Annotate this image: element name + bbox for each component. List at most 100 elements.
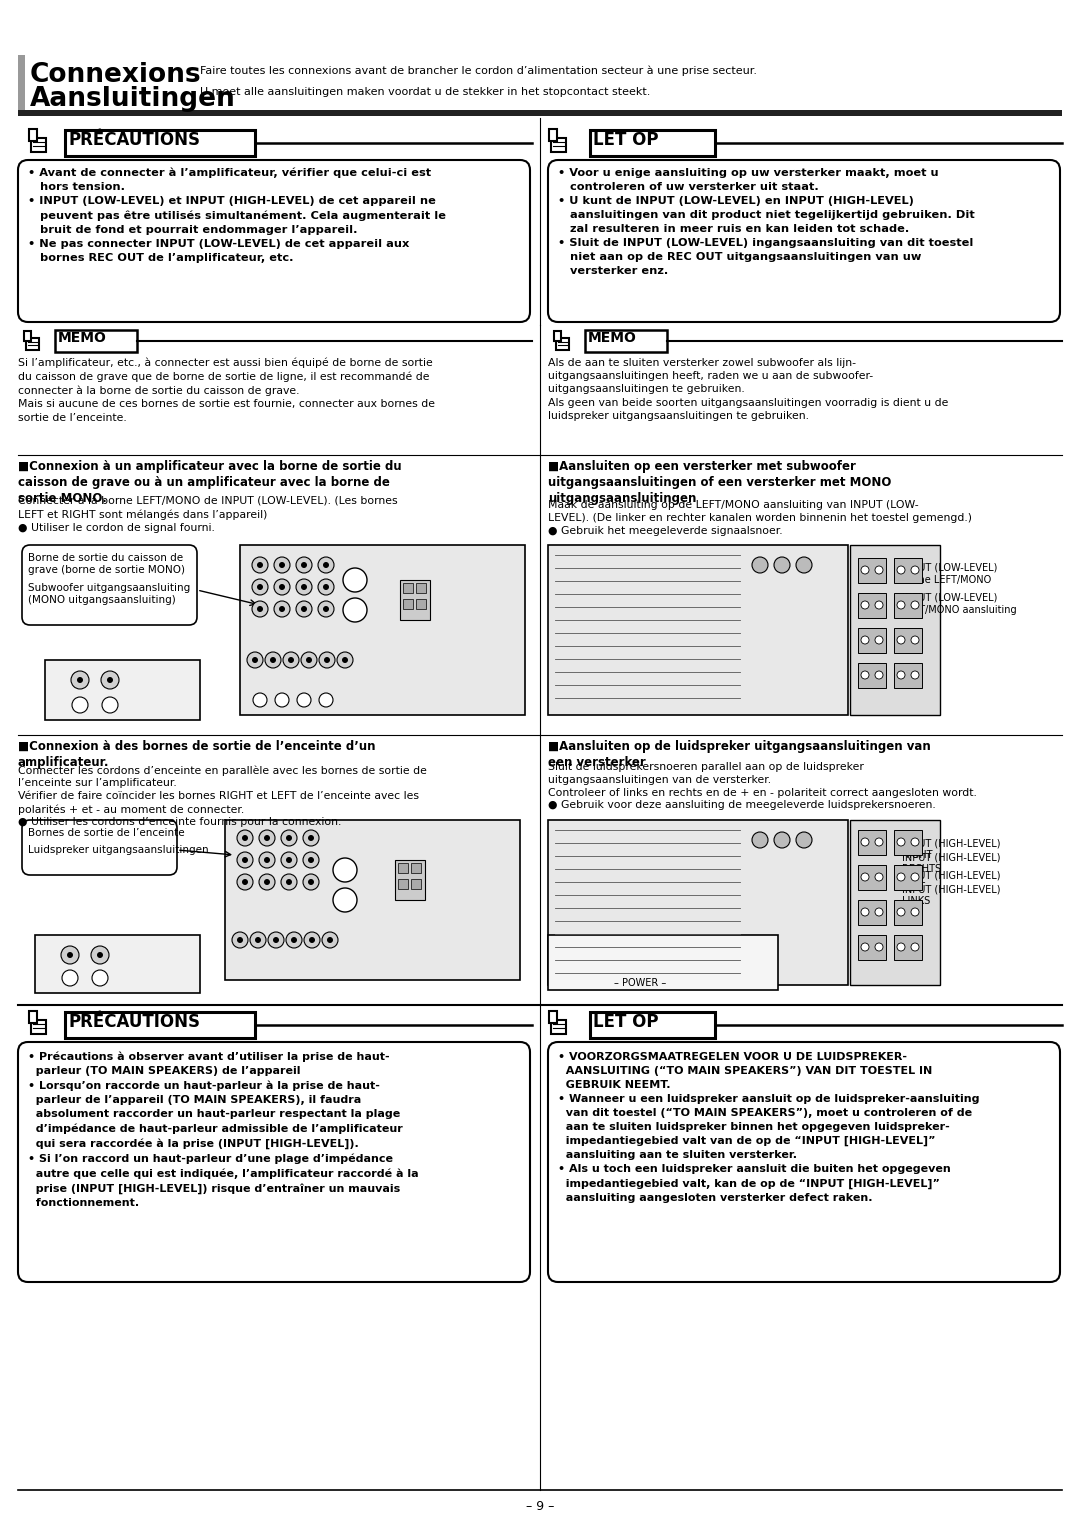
Circle shape	[72, 697, 87, 714]
Circle shape	[270, 657, 276, 663]
Text: ■Connexion à un amplificateur avec la borne de sortie du
caisson de grave ou à u: ■Connexion à un amplificateur avec la bo…	[18, 460, 402, 504]
Bar	[850, 545, 940, 715]
Bar	[411, 879, 421, 889]
Bar	[858, 593, 886, 617]
Bar	[858, 558, 886, 584]
Bar	[399, 879, 408, 889]
Circle shape	[62, 970, 78, 986]
Bar	[549, 128, 556, 141]
Circle shape	[252, 657, 258, 663]
Text: – 9 –: – 9 –	[526, 1500, 554, 1513]
Circle shape	[912, 565, 919, 575]
Circle shape	[274, 558, 291, 573]
Circle shape	[912, 837, 919, 847]
Bar	[858, 663, 886, 688]
Circle shape	[102, 697, 118, 714]
Text: INPUT (HIGH-LEVEL)
LEFT: INPUT (HIGH-LEVEL) LEFT	[902, 869, 1000, 892]
Circle shape	[861, 601, 869, 610]
Circle shape	[333, 859, 357, 882]
Circle shape	[67, 952, 73, 958]
Circle shape	[774, 833, 789, 848]
Text: LET OP: LET OP	[593, 1013, 659, 1031]
Circle shape	[273, 937, 279, 943]
Circle shape	[875, 837, 883, 847]
Bar	[403, 599, 413, 610]
Circle shape	[264, 857, 270, 863]
Text: INPUT (HIGH-LEVEL)
RIGHT: INPUT (HIGH-LEVEL) RIGHT	[902, 837, 1000, 860]
Circle shape	[303, 830, 319, 847]
Bar	[585, 330, 667, 351]
Circle shape	[286, 879, 292, 885]
Circle shape	[897, 837, 905, 847]
Text: INPUT (HIGH-LEVEL)
RECHTS: INPUT (HIGH-LEVEL) RECHTS	[902, 853, 1000, 874]
Circle shape	[897, 943, 905, 950]
Circle shape	[303, 932, 320, 947]
Circle shape	[875, 908, 883, 915]
Bar	[26, 338, 39, 350]
Circle shape	[242, 879, 248, 885]
Circle shape	[286, 834, 292, 840]
Text: INPUT (LOW-LEVEL)
LEFT/MONO aansluiting: INPUT (LOW-LEVEL) LEFT/MONO aansluiting	[902, 593, 1016, 614]
Bar	[858, 900, 886, 924]
Circle shape	[237, 874, 253, 889]
Circle shape	[318, 558, 334, 573]
Text: Luidspreker uitgangsaansluitingen: Luidspreker uitgangsaansluitingen	[28, 845, 208, 856]
Bar	[18, 55, 25, 113]
Circle shape	[249, 932, 266, 947]
Circle shape	[322, 932, 338, 947]
Circle shape	[288, 657, 294, 663]
Bar	[894, 628, 922, 652]
Bar	[411, 863, 421, 872]
Text: Borne de sortie du caisson de
grave (borne de sortie MONO): Borne de sortie du caisson de grave (bor…	[28, 553, 185, 575]
Bar	[416, 599, 426, 610]
Circle shape	[319, 652, 335, 668]
Circle shape	[306, 657, 312, 663]
Text: INPUT (HIGH-LEVEL)
LINKS: INPUT (HIGH-LEVEL) LINKS	[902, 885, 1000, 906]
Text: – POWER –: – POWER –	[613, 978, 666, 989]
Text: Connecter les cordons d’enceinte en parallèle avec les bornes de sortie de
l’enc: Connecter les cordons d’enceinte en para…	[18, 766, 427, 827]
Text: Subwoofer uitgangsaansluiting
(MONO uitgangsaansluiting): Subwoofer uitgangsaansluiting (MONO uitg…	[28, 584, 190, 605]
Circle shape	[875, 565, 883, 575]
Circle shape	[875, 943, 883, 950]
Text: Maak de aansluiting op de LEFT/MONO aansluiting van INPUT (LOW-
LEVEL). (De link: Maak de aansluiting op de LEFT/MONO aans…	[548, 500, 972, 536]
Circle shape	[301, 607, 307, 613]
Circle shape	[107, 677, 113, 683]
Circle shape	[308, 834, 314, 840]
Bar	[858, 865, 886, 889]
Bar	[554, 332, 561, 341]
Circle shape	[796, 558, 812, 573]
FancyBboxPatch shape	[18, 1042, 530, 1282]
Bar	[31, 1019, 46, 1034]
Bar	[45, 660, 200, 720]
Circle shape	[301, 652, 318, 668]
Circle shape	[279, 562, 285, 568]
Bar	[551, 138, 566, 153]
Circle shape	[296, 579, 312, 594]
Bar	[894, 900, 922, 924]
Circle shape	[875, 636, 883, 643]
Circle shape	[333, 888, 357, 912]
Bar	[894, 935, 922, 960]
Circle shape	[308, 857, 314, 863]
Text: Connexions: Connexions	[30, 63, 202, 89]
Circle shape	[912, 872, 919, 882]
Bar	[240, 545, 525, 715]
Circle shape	[265, 652, 281, 668]
Circle shape	[875, 671, 883, 678]
Bar	[29, 128, 37, 141]
Bar	[24, 332, 30, 341]
Circle shape	[259, 830, 275, 847]
Bar	[548, 821, 848, 986]
Circle shape	[343, 597, 367, 622]
Bar	[894, 593, 922, 617]
Text: ■Connexion à des bornes de sortie de l’enceinte d’un
amplificateur.: ■Connexion à des bornes de sortie de l’e…	[18, 740, 376, 769]
Circle shape	[912, 601, 919, 610]
Circle shape	[861, 837, 869, 847]
Circle shape	[237, 830, 253, 847]
Circle shape	[242, 857, 248, 863]
Circle shape	[319, 694, 333, 707]
Text: Bornes de sortie de l’enceinte: Bornes de sortie de l’enceinte	[28, 828, 185, 837]
Bar	[858, 935, 886, 960]
Circle shape	[897, 565, 905, 575]
Circle shape	[897, 671, 905, 678]
